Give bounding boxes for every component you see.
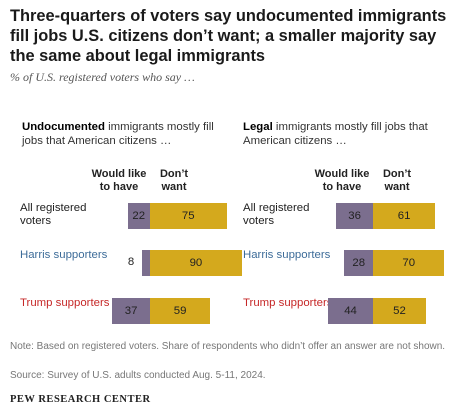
row-label: All registered voters [243, 202, 310, 227]
bar-dont-want: 75 [150, 203, 227, 229]
column-header-would-like: Would like to have [314, 168, 370, 193]
column-header-dont-want: Don’t want [159, 168, 189, 193]
chart-note: Note: Based on registered voters. Share … [10, 341, 446, 352]
bar-would-like: 37 [112, 298, 150, 324]
data-label-would-like: 8 [127, 256, 135, 268]
chart-source: Source: Survey of U.S. adults conducted … [10, 370, 266, 381]
bar-would-like: 44 [328, 298, 373, 324]
bar-dont-want: 70 [373, 250, 445, 276]
bar-dont-want: 59 [150, 298, 211, 324]
chart-subtitle: % of U.S. registered voters who say … [10, 70, 195, 84]
row-label: Trump supporters [20, 297, 110, 309]
panel-heading-text: immigrants mostly fill jobs that America… [22, 121, 214, 147]
panel-heading-text: immigrants mostly fill jobs that America… [243, 121, 428, 147]
row-label: Harris supporters [20, 249, 108, 261]
column-header-would-like: Would like to have [91, 168, 147, 193]
bar-would-like: 22 [127, 203, 150, 229]
bar-would-like: 36 [336, 203, 373, 229]
row-label: Trump supporters [243, 297, 333, 309]
column-header-dont-want: Don’t want [382, 168, 412, 193]
pew-logo-text: PEW RESEARCH CENTER [10, 394, 151, 405]
row-label: All registered voters [20, 202, 87, 227]
panel-heading-legal: Legal immigrants mostly fill jobs that A… [243, 120, 453, 148]
bar-dont-want: 90 [150, 250, 242, 276]
chart-title: Three-quarters of voters say undocumente… [10, 7, 447, 65]
bar-dont-want: 52 [373, 298, 427, 324]
row-label: Harris supporters [243, 249, 331, 261]
bar-dont-want: 61 [373, 203, 436, 229]
panel-heading-undocumented: Undocumented immigrants mostly fill jobs… [22, 120, 232, 148]
panel-heading-bold: Legal [243, 121, 273, 133]
bar-would-like [141, 250, 150, 276]
bar-would-like: 28 [344, 250, 373, 276]
panel-heading-bold: Undocumented [22, 121, 105, 133]
